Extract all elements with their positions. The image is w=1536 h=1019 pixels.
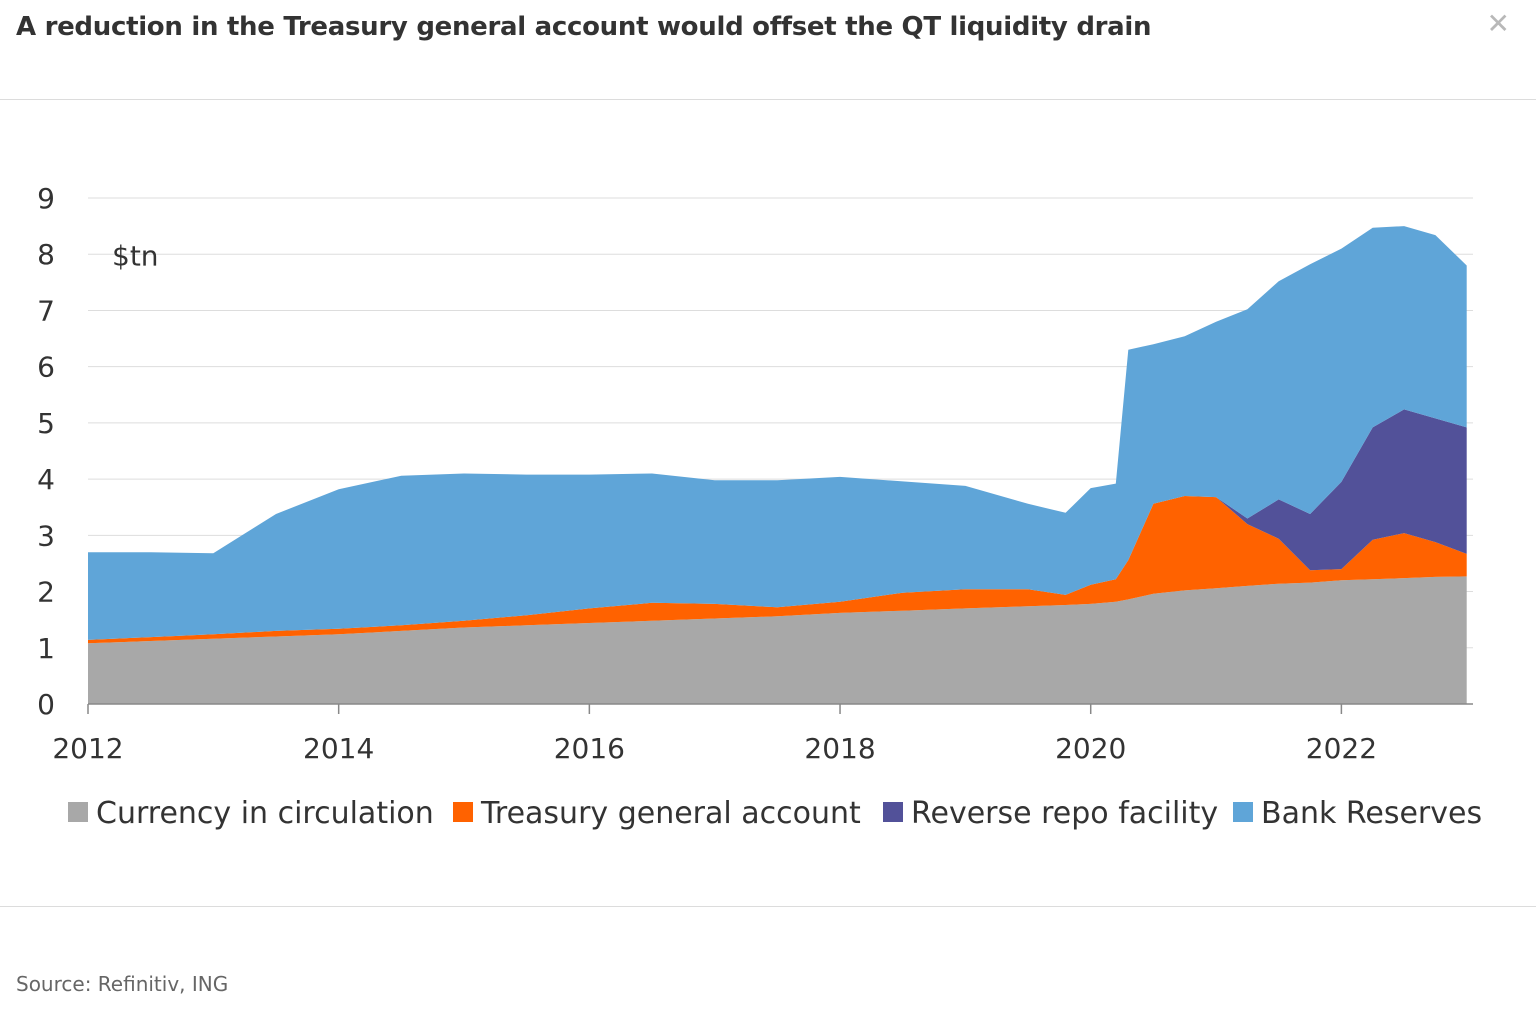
legend-label-currency-in-circulation: Currency in circulation <box>96 796 434 831</box>
y-tick-label-7: 7 <box>37 294 55 327</box>
y-tick-label-5: 5 <box>37 407 55 440</box>
area-currency-in-circulation <box>88 576 1467 704</box>
legend-swatch-reverse-repo-facility <box>883 802 903 822</box>
x-tick-label-2020: 2020 <box>1055 732 1126 765</box>
chart-title: A reduction in the Treasury general acco… <box>16 12 1152 42</box>
y-tick-label-2: 2 <box>37 576 55 609</box>
y-tick-label-3: 3 <box>37 519 55 552</box>
y-tick-label-9: 9 <box>37 182 55 215</box>
legend-swatch-currency-in-circulation <box>68 802 88 822</box>
legend-swatch-treasury-general-account <box>453 802 473 822</box>
y-tick-label-8: 8 <box>37 238 55 271</box>
legend-label-bank-reserves: Bank Reserves <box>1261 796 1482 831</box>
stacked-area-chart: 2012 2014 2016 2018 2020 2022 0 1 2 3 4 5 6 7 8 9 $tn Cur… <box>37 182 1482 831</box>
area-treasury-general-account <box>88 496 1467 644</box>
unit-label: $tn <box>112 239 159 272</box>
y-tick-label-0: 0 <box>37 688 55 721</box>
source-note: Source: Refinitiv, ING <box>16 972 229 996</box>
close-icon[interactable]: ✕ <box>1486 7 1510 40</box>
chart-header: A reduction in the Treasury general acco… <box>0 0 1536 100</box>
x-tick-label-2022: 2022 <box>1306 732 1377 765</box>
area-bank-reserves <box>88 226 1467 640</box>
legend-label-reverse-repo-facility: Reverse repo facility <box>911 796 1218 831</box>
y-tick-label-6: 6 <box>37 351 55 384</box>
x-tick-label-2018: 2018 <box>804 732 875 765</box>
legend-label-treasury-general-account: Treasury general account <box>480 796 861 831</box>
footer-divider <box>0 906 1536 907</box>
legend-swatch-bank-reserves <box>1233 802 1253 822</box>
x-tick-label-2014: 2014 <box>303 732 374 765</box>
y-tick-label-1: 1 <box>37 632 55 665</box>
x-tick-label-2016: 2016 <box>554 732 625 765</box>
y-tick-label-4: 4 <box>37 463 55 496</box>
x-tick-label-2012: 2012 <box>52 732 123 765</box>
